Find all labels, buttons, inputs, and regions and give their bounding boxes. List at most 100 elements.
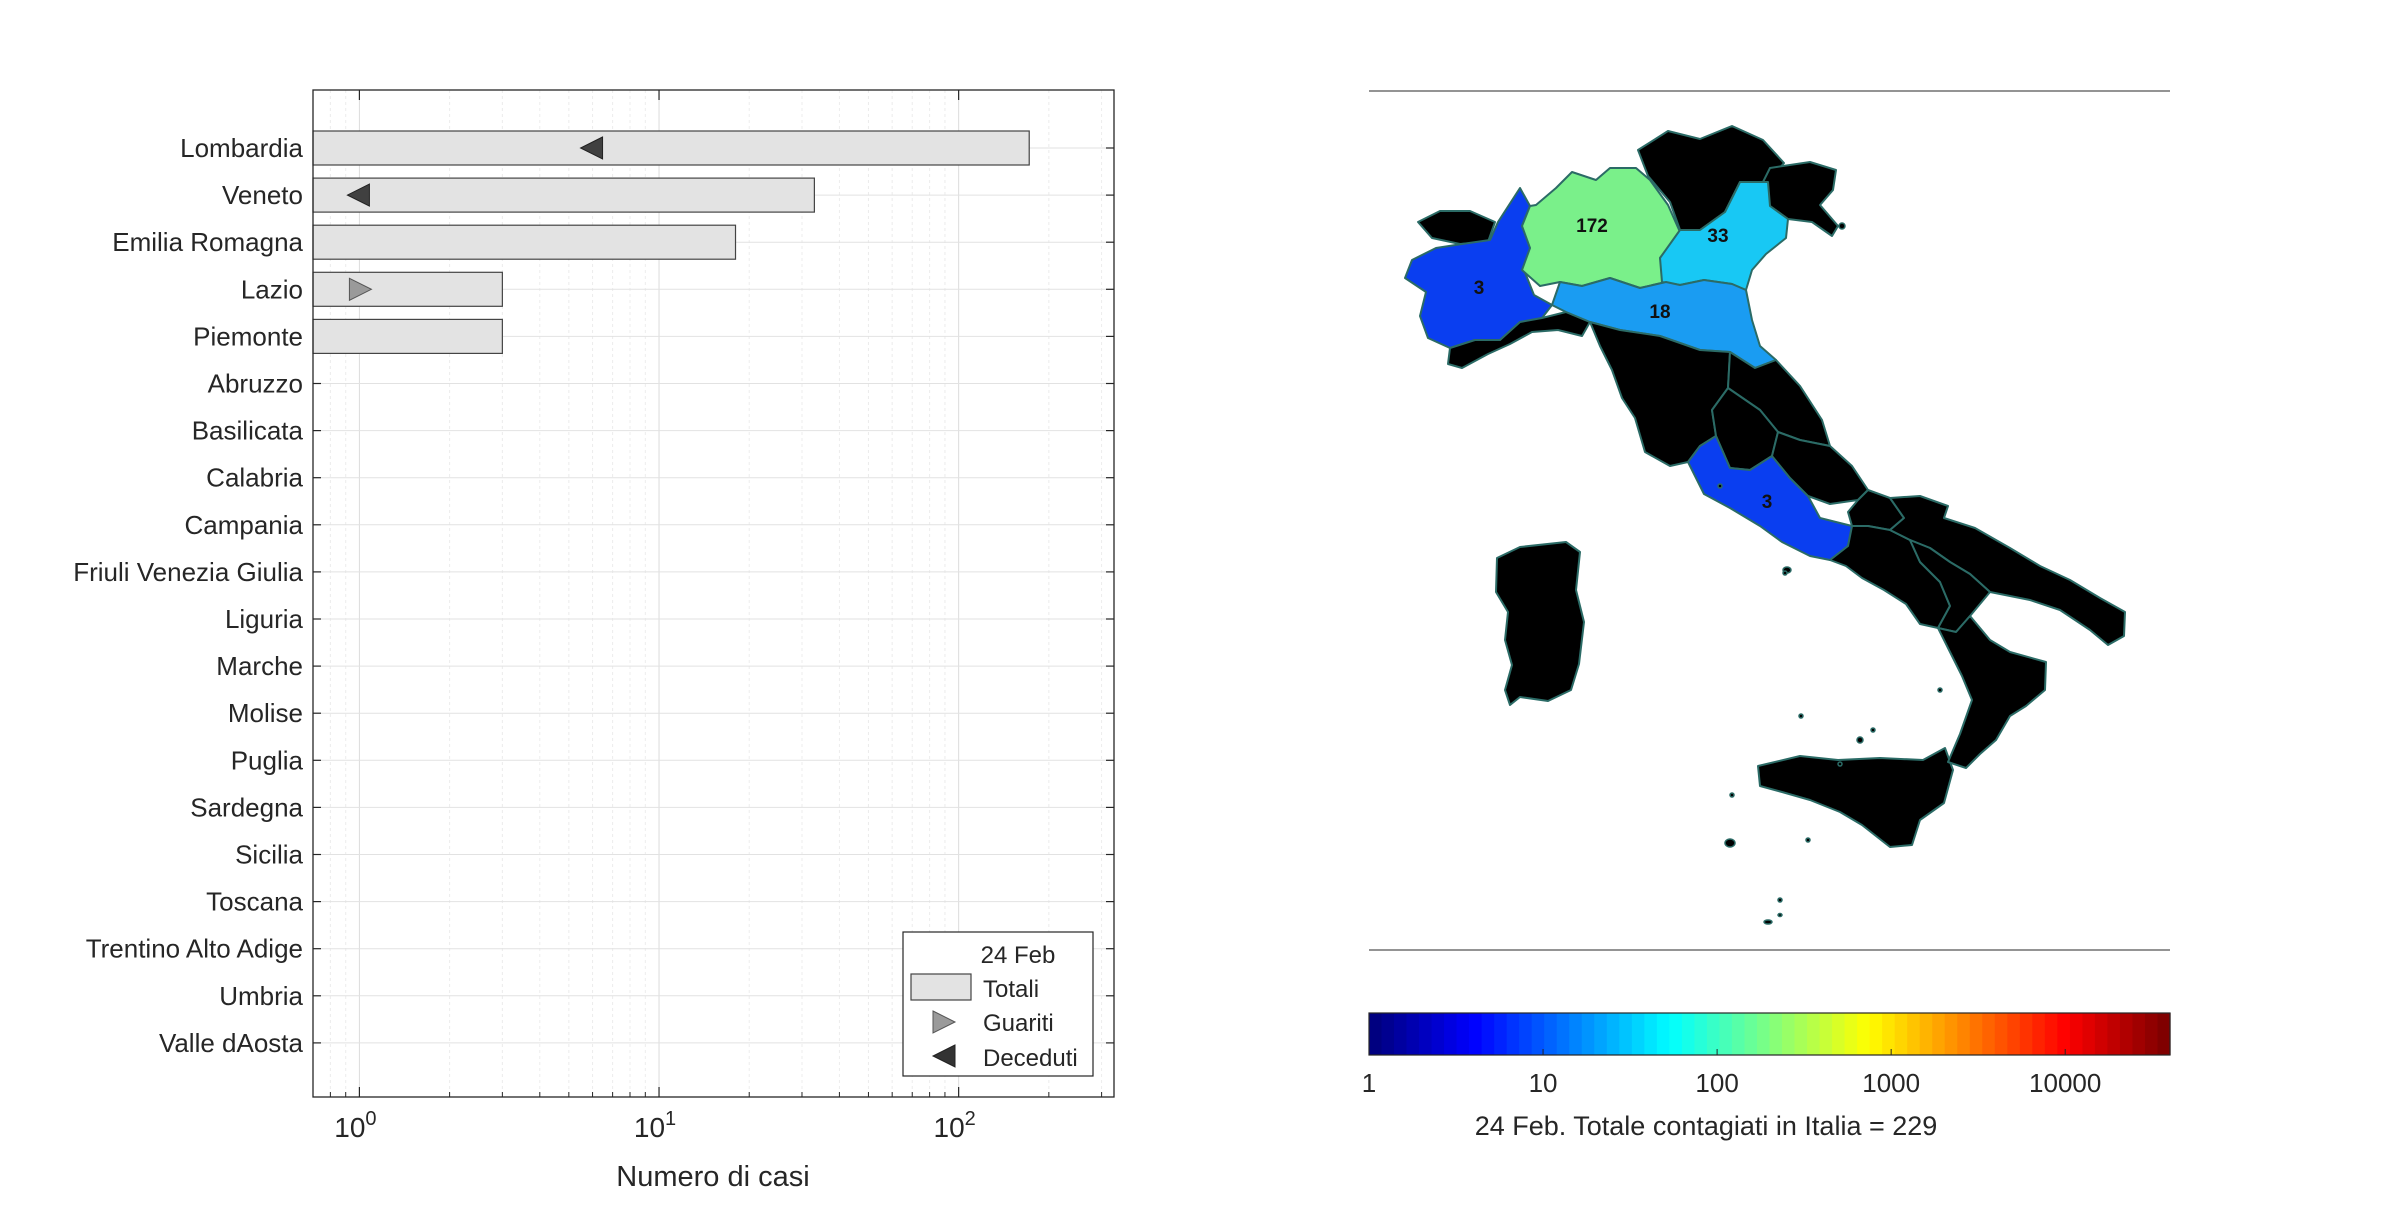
island-4: [1837, 761, 1843, 767]
colorbar-tick-label: 10: [1529, 1068, 1558, 1098]
region-calabria: [1937, 615, 2047, 769]
marker-deceduti: [579, 136, 604, 160]
y-tick-label: Sardegna: [190, 792, 303, 822]
colorbar-strip: [1694, 1013, 1708, 1055]
island-2: [1782, 570, 1788, 576]
colorbar-strip: [1556, 1013, 1570, 1055]
colorbar-strip: [1431, 1013, 1445, 1055]
island-eolie-2: [1870, 727, 1876, 733]
colorbar-strip: [1506, 1013, 1520, 1055]
y-tick-label: Lazio: [241, 274, 303, 304]
colorbar-strip: [1907, 1013, 1921, 1055]
colorbar-strip: [1807, 1013, 1821, 1055]
bar-totali: [312, 271, 503, 307]
region-liguria: [1447, 311, 1591, 369]
map-label-piemonte: 3: [1474, 278, 1485, 299]
colorbar-strip: [1394, 1013, 1408, 1055]
y-tick-label: Valle dAosta: [159, 1028, 304, 1058]
y-tick-label: Lombardia: [180, 133, 303, 163]
x-tick-exponent: 1: [665, 1108, 676, 1130]
legend-swatch-totali: [910, 973, 972, 1001]
colorbar-strip: [1469, 1013, 1483, 1055]
island-8: [1717, 483, 1723, 489]
colorbar-strip: [1706, 1013, 1721, 1055]
bar-chart-axes-box: [312, 89, 1115, 1098]
x-tick-exponent: 0: [365, 1108, 376, 1130]
region-valle-daosta: [1417, 210, 1496, 245]
bar-totali: [312, 318, 503, 354]
y-tick-label: Emilia Romagna: [112, 227, 303, 257]
colorbar-strip: [1644, 1013, 1658, 1055]
colorbar-strip: [1844, 1013, 1858, 1055]
bar-totali: [312, 130, 1030, 166]
colorbar-strip: [1731, 1013, 1746, 1055]
island-eolie-1: [1856, 736, 1864, 744]
colorbar-tick-label: 1000: [1862, 1068, 1920, 1098]
map-label-emilia-romagna: 18: [1649, 302, 1670, 323]
colorbar-strip: [2032, 1013, 2046, 1055]
marker-guariti: [348, 277, 373, 302]
legend-title: 24 Feb: [981, 942, 1056, 969]
y-tick-label: Basilicata: [192, 416, 304, 446]
island-7: [1937, 687, 1943, 693]
y-tick-label: Veneto: [222, 180, 303, 210]
colorbar-gradient: [1369, 1013, 2171, 1055]
colorbar-strip: [2082, 1013, 2096, 1055]
y-tick-label: Campania: [184, 510, 303, 540]
colorbar-strip: [2157, 1013, 2171, 1055]
marker-deceduti: [346, 183, 370, 207]
colorbar-strip: [1381, 1013, 1395, 1055]
x-tick-exponent: 2: [965, 1108, 976, 1130]
small-islands: [1717, 222, 1943, 925]
colorbar-strip: [1519, 1013, 1533, 1055]
colorbar-strip: [1631, 1013, 1645, 1055]
bar-chart: Lombardia Veneto Emilia Romagna Lazio Piemon…: [73, 89, 1115, 1193]
legend-marker-guariti: [932, 1010, 957, 1034]
bar-totali: [312, 177, 815, 213]
y-tick-label: Calabria: [206, 463, 303, 493]
colorbar-strip: [2007, 1013, 2021, 1055]
colorbar-strip: [1494, 1013, 1508, 1055]
map-label-lazio: 3: [1762, 492, 1773, 513]
y-tick-label: Sicilia: [235, 840, 303, 870]
colorbar-strip: [1969, 1013, 1983, 1055]
y-tick-label: Puglia: [231, 745, 304, 775]
x-tick-label: 101: [634, 1108, 676, 1143]
island-6: [1805, 837, 1811, 843]
legend: 24 Feb Totali Guariti Deceduti: [902, 931, 1094, 1077]
colorbar-strip: [1944, 1013, 1958, 1055]
map-label-lombardia: 172: [1576, 216, 1608, 237]
colorbar-strip: [1481, 1013, 1495, 1055]
colorbar-strip: [2107, 1013, 2121, 1055]
bar-chart-grid: [312, 90, 1114, 1097]
y-tick-label: Toscana: [206, 887, 303, 917]
colorbar-strip: [1832, 1013, 1846, 1055]
y-tick-label: Molise: [228, 698, 303, 728]
colorbar-strip: [1957, 1013, 1971, 1055]
island-5: [1777, 912, 1783, 918]
colorbar-strip: [2094, 1013, 2109, 1055]
colorbar-strip: [2044, 1013, 2058, 1055]
colorbar-strip: [1456, 1013, 1470, 1055]
colorbar-strip: [1819, 1013, 1833, 1055]
y-tick-label: Abruzzo: [208, 369, 303, 399]
colorbar-strip: [2132, 1013, 2146, 1055]
colorbar-strip: [1619, 1013, 1633, 1055]
colorbar: 1 10 100 1000 10000 24 Feb. Totale contagiat…: [1362, 1012, 2171, 1141]
y-tick-label: Trentino Alto Adige: [86, 934, 303, 964]
y-tick-label: Friuli Venezia Giulia: [73, 557, 303, 587]
italy-map: 172 33 18 3 3 1 10 100 1000 10000 24 Feb. To…: [1362, 90, 2171, 1141]
colorbar-strip: [1782, 1013, 1796, 1055]
region-lazio: [1687, 435, 1853, 561]
colorbar-strip: [1581, 1013, 1595, 1055]
colorbar-tick-label: 100: [1695, 1068, 1738, 1098]
region-sicilia: [1757, 747, 1954, 848]
colorbar-strip: [1994, 1013, 2008, 1055]
y-tick-label: Marche: [216, 651, 303, 681]
bar-totali: [312, 224, 737, 260]
legend-label-guariti: Guariti: [983, 1010, 1054, 1037]
colorbar-strip: [1569, 1013, 1583, 1055]
colorbar-strip: [1882, 1013, 1896, 1055]
colorbar-strip: [1419, 1013, 1433, 1055]
